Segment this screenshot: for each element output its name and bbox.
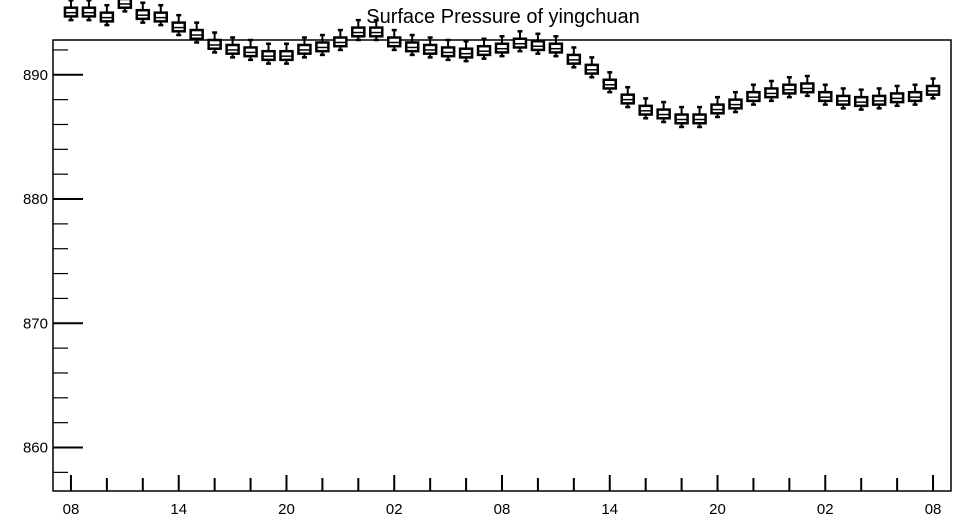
box-plot-item (692, 105, 707, 129)
x-tick-label: 20 (709, 501, 726, 518)
box-plot-item (225, 36, 240, 59)
x-tick-label: 14 (170, 501, 187, 518)
x-tick-label: 20 (278, 501, 295, 518)
box-plot-item (656, 100, 671, 124)
box-plot-item (620, 85, 635, 109)
box-series (63, 0, 941, 129)
x-tick-label: 08 (494, 501, 511, 518)
box-plot-item (835, 87, 851, 110)
box-plot-item (261, 42, 276, 65)
box-plot-item (566, 46, 582, 69)
y-tick-label: 870 (23, 315, 48, 332)
box-plot-item (548, 35, 564, 58)
box-plot-item (907, 83, 923, 106)
y-axis: 860 870 880 890 (23, 49, 83, 473)
box-plot-item (602, 71, 618, 94)
box-plot-item (494, 35, 510, 58)
y-tick-label: 860 (23, 440, 48, 457)
box-plot-item (351, 18, 366, 42)
box-plot-item (638, 97, 653, 120)
box-plot-item (63, 0, 79, 22)
box-plot-item (476, 37, 492, 60)
plot-frame (52, 39, 952, 492)
chart-title: Surface Pressure of yingchuan (366, 6, 640, 28)
box-plot-item (674, 105, 689, 129)
box-plot-item (728, 90, 743, 114)
x-axis: 08 14 20 02 08 14 20 02 08 (63, 475, 942, 518)
box-plot-item (386, 28, 402, 52)
box-plot-item (189, 21, 204, 44)
box-plot-item (207, 31, 222, 54)
box-plot-item (871, 87, 887, 110)
box-plot-item (584, 56, 600, 79)
box-plot-item (404, 33, 420, 57)
box-plot-item (153, 3, 169, 27)
box-plot-item (117, 0, 133, 13)
box-plot-item (297, 36, 312, 59)
box-plot-item (764, 79, 779, 103)
box-plot-item (853, 88, 869, 111)
box-plot-item (422, 36, 438, 59)
x-tick-label: 14 (601, 501, 618, 518)
x-tick-label: 08 (925, 501, 942, 518)
box-plot-item (315, 33, 330, 57)
y-tick-label: 890 (23, 67, 48, 84)
box-plot-item (81, 0, 97, 22)
box-plot-item (135, 1, 151, 24)
x-tick-label: 02 (386, 501, 403, 518)
box-plot-item (440, 38, 456, 62)
x-tick-label: 08 (63, 501, 80, 518)
box-plot-item (243, 38, 258, 62)
box-plot-item (530, 32, 546, 55)
box-plot-item (458, 39, 474, 63)
x-tick-label: 02 (817, 501, 834, 518)
box-plot-item (889, 84, 905, 108)
box-plot-item (333, 28, 348, 52)
box-plot-item (782, 76, 797, 99)
box-plot-item (746, 83, 761, 106)
box-plot-item (512, 30, 528, 53)
box-plot-item (369, 18, 384, 42)
box-plot-item (171, 13, 186, 37)
box-plot-item (800, 74, 815, 98)
box-plot-item (710, 95, 725, 119)
box-plot-item (818, 83, 833, 106)
box-plot-item (99, 3, 115, 27)
box-plot-item (279, 42, 294, 65)
y-tick-label: 880 (23, 191, 48, 208)
box-plot-item (925, 77, 941, 100)
